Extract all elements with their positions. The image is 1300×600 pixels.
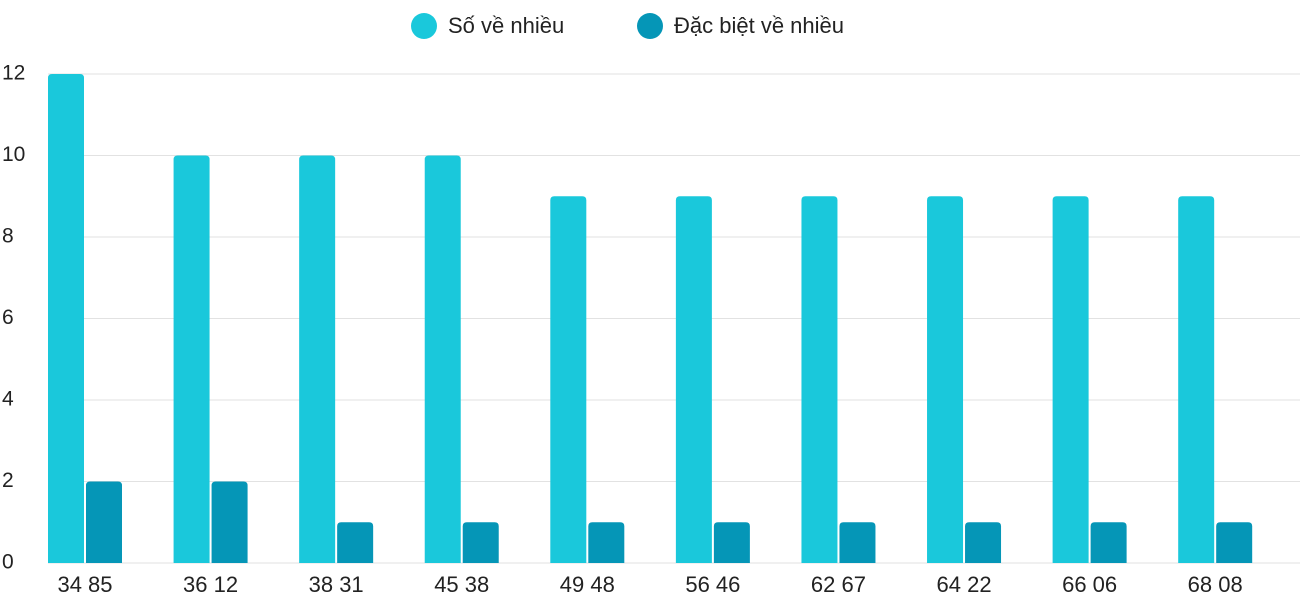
y-tick-label: 4 xyxy=(2,388,14,411)
bar xyxy=(48,74,84,563)
bar xyxy=(337,522,374,563)
bar xyxy=(211,481,248,563)
bar xyxy=(173,155,210,563)
bar xyxy=(1178,196,1215,563)
y-tick-label: 6 xyxy=(2,306,14,329)
bar xyxy=(965,522,1002,563)
x-tick-label: 36 12 xyxy=(183,572,238,597)
bar xyxy=(424,155,461,563)
bar xyxy=(839,522,876,563)
bar xyxy=(550,196,587,563)
bar xyxy=(1090,522,1127,563)
x-tick-label: 56 46 xyxy=(685,572,740,597)
bar xyxy=(927,196,964,563)
x-tick-label: 38 31 xyxy=(309,572,364,597)
y-tick-label: 10 xyxy=(2,143,25,166)
y-tick-label: 0 xyxy=(2,551,14,574)
legend-label: Số về nhiều xyxy=(448,13,564,38)
bar xyxy=(713,522,750,563)
x-tick-label: 64 22 xyxy=(937,572,992,597)
x-tick-label: 49 48 xyxy=(560,572,615,597)
x-tick-label: 34 85 xyxy=(57,572,112,597)
bar xyxy=(299,155,336,563)
bar xyxy=(1216,522,1253,563)
bar xyxy=(462,522,499,563)
y-tick-label: 8 xyxy=(2,225,14,248)
bar xyxy=(1052,196,1089,563)
bar xyxy=(801,196,838,563)
bar xyxy=(86,481,122,563)
bar xyxy=(588,522,625,563)
x-tick-label: 62 67 xyxy=(811,572,866,597)
legend-label: Đặc biệt về nhiều xyxy=(674,13,844,38)
x-tick-label: 68 08 xyxy=(1188,572,1243,597)
x-tick-label: 45 38 xyxy=(434,572,489,597)
legend-swatch xyxy=(411,13,437,39)
x-tick-label: 66 06 xyxy=(1062,572,1117,597)
legend-swatch xyxy=(637,13,663,39)
y-tick-label: 2 xyxy=(2,469,14,492)
bar xyxy=(675,196,712,563)
y-tick-label: 12 xyxy=(2,62,25,85)
